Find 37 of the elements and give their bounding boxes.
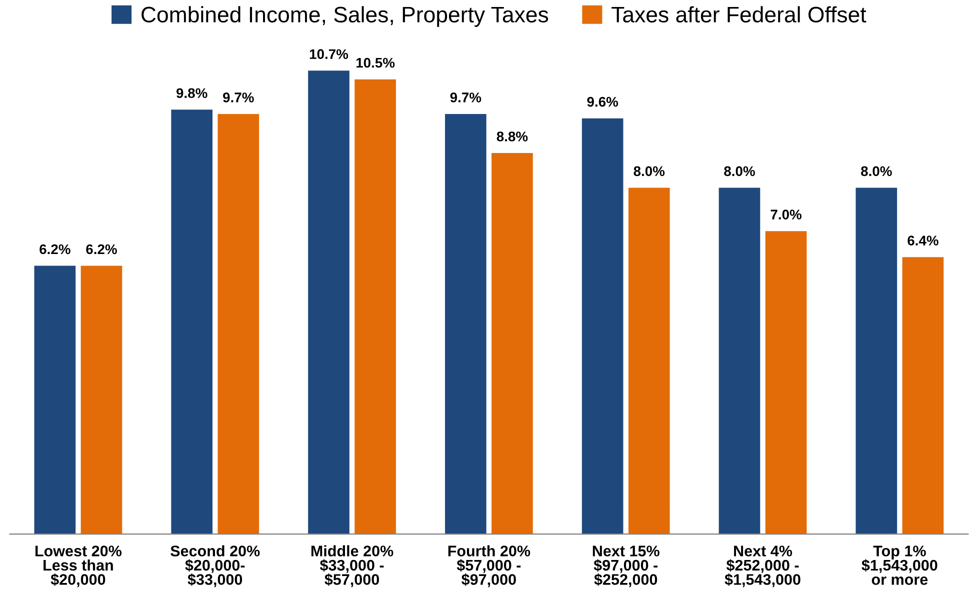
x-tick-label: Second 20% $20,000- $33,000 — [170, 545, 260, 588]
bar — [354, 78, 398, 534]
bar — [444, 112, 488, 534]
legend-label: Taxes after Federal Offset — [612, 6, 866, 22]
bar — [170, 108, 214, 534]
bar — [306, 70, 351, 534]
bar — [80, 264, 124, 534]
x-tick-label: Next 15% $97,000 - $252,000 — [592, 546, 660, 588]
data-label: 8.0% — [634, 166, 665, 176]
data-label: 10.7% — [310, 49, 348, 60]
data-label: 6.4% — [908, 236, 938, 246]
x-tick-label: Next 4% $252,000 - $1,543,000 — [724, 546, 800, 588]
bar — [718, 186, 762, 534]
data-label: 8.0% — [861, 166, 892, 176]
bar — [33, 264, 77, 534]
x-tick-label: Middle 20% $33,000 - $57,000 — [311, 545, 394, 588]
data-label: 9.7% — [450, 92, 482, 102]
bar — [764, 230, 808, 534]
x-tick-label: Fourth 20% $57,000 - $97,000 — [448, 545, 530, 588]
data-label: 9.6% — [587, 96, 618, 107]
data-label: 6.2% — [40, 244, 70, 254]
data-label: 6.2% — [86, 244, 117, 254]
data-label: 9.8% — [176, 88, 208, 98]
bar — [580, 117, 624, 534]
data-label: 8.0% — [724, 166, 755, 176]
x-tick-label: Lowest 20% Less than $20,000 — [35, 546, 122, 588]
bar — [216, 112, 260, 534]
data-label: 8.8% — [496, 132, 528, 142]
data-label: 9.7% — [223, 92, 254, 102]
bar — [901, 256, 945, 534]
data-label: 7.0% — [770, 210, 802, 220]
x-tick-label: Top 1% $1,543,000 or more — [862, 546, 938, 585]
bar — [627, 186, 671, 534]
bar — [490, 152, 534, 534]
data-label: 10.5% — [356, 58, 395, 68]
bar — [854, 186, 898, 534]
legend-label: Combined Income, Sales, Property Taxes — [142, 6, 548, 27]
